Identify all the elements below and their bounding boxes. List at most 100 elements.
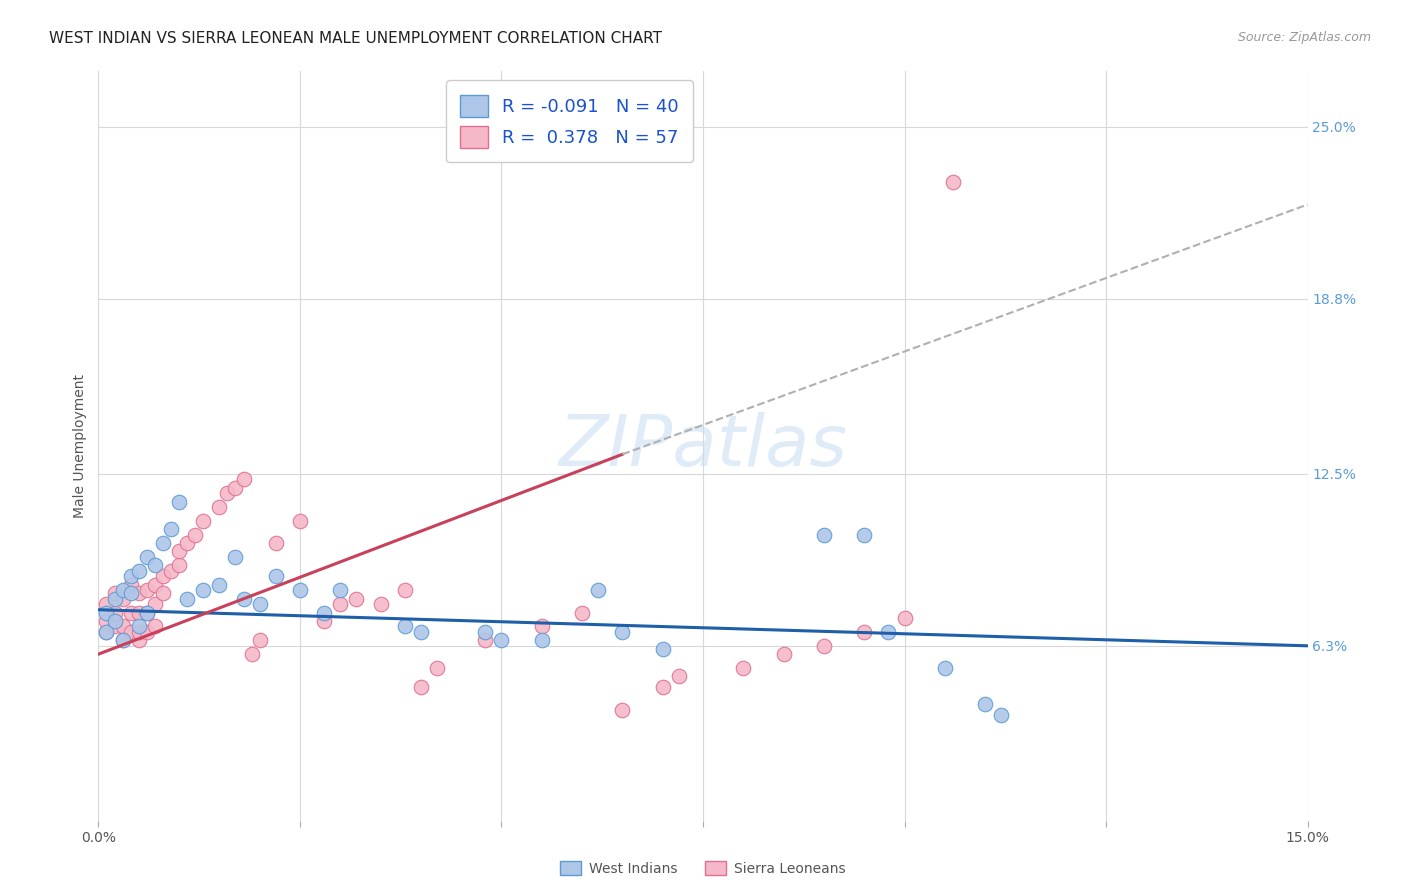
Point: [128, 564, 150, 578]
Point: [813, 639, 835, 653]
Point: [288, 514, 311, 528]
Point: [893, 611, 915, 625]
Point: [232, 472, 254, 486]
Point: [344, 591, 367, 606]
Point: [474, 624, 496, 639]
Point: [612, 703, 634, 717]
Point: [668, 669, 690, 683]
Point: [934, 661, 956, 675]
Point: [651, 681, 673, 695]
Point: [990, 708, 1012, 723]
Point: [167, 494, 190, 508]
Point: [103, 614, 125, 628]
Point: [143, 558, 166, 573]
Point: [152, 569, 174, 583]
Point: [288, 583, 311, 598]
Point: [264, 569, 287, 583]
Point: [167, 558, 190, 573]
Point: [128, 624, 150, 639]
Point: [264, 536, 287, 550]
Point: [120, 624, 142, 639]
Point: [111, 633, 134, 648]
Point: [103, 606, 125, 620]
Point: [474, 633, 496, 648]
Point: [772, 647, 794, 661]
Y-axis label: Male Unemployment: Male Unemployment: [73, 374, 87, 518]
Point: [152, 536, 174, 550]
Point: [128, 586, 150, 600]
Point: [111, 583, 134, 598]
Point: [184, 528, 207, 542]
Point: [612, 624, 634, 639]
Point: [103, 591, 125, 606]
Point: [409, 681, 432, 695]
Point: [128, 619, 150, 633]
Point: [224, 481, 246, 495]
Point: [96, 597, 118, 611]
Point: [176, 536, 198, 550]
Point: [877, 624, 900, 639]
Point: [128, 606, 150, 620]
Text: ZIPatlas: ZIPatlas: [558, 411, 848, 481]
Point: [152, 586, 174, 600]
Point: [111, 633, 134, 648]
Point: [491, 633, 513, 648]
Point: [571, 606, 593, 620]
Point: [160, 522, 183, 536]
Point: [96, 624, 118, 639]
Text: Source: ZipAtlas.com: Source: ZipAtlas.com: [1237, 31, 1371, 45]
Legend: West Indians, Sierra Leoneans: West Indians, Sierra Leoneans: [554, 855, 852, 881]
Point: [208, 578, 231, 592]
Point: [942, 175, 965, 189]
Point: [394, 583, 416, 598]
Point: [103, 586, 125, 600]
Point: [329, 583, 352, 598]
Point: [120, 569, 142, 583]
Point: [135, 624, 157, 639]
Point: [586, 583, 609, 598]
Point: [217, 486, 239, 500]
Point: [314, 614, 336, 628]
Point: [240, 647, 263, 661]
Point: [329, 597, 352, 611]
Point: [208, 500, 231, 514]
Point: [249, 633, 271, 648]
Point: [96, 614, 118, 628]
Point: [193, 514, 215, 528]
Point: [409, 624, 432, 639]
Point: [249, 597, 271, 611]
Point: [232, 591, 254, 606]
Point: [96, 606, 118, 620]
Point: [120, 586, 142, 600]
Point: [135, 606, 157, 620]
Point: [135, 606, 157, 620]
Point: [530, 619, 553, 633]
Point: [120, 606, 142, 620]
Point: [111, 591, 134, 606]
Point: [143, 619, 166, 633]
Point: [853, 624, 876, 639]
Point: [314, 606, 336, 620]
Point: [426, 661, 449, 675]
Point: [96, 624, 118, 639]
Text: WEST INDIAN VS SIERRA LEONEAN MALE UNEMPLOYMENT CORRELATION CHART: WEST INDIAN VS SIERRA LEONEAN MALE UNEMP…: [49, 31, 662, 46]
Point: [176, 591, 198, 606]
Point: [651, 641, 673, 656]
Point: [135, 549, 157, 564]
Point: [135, 583, 157, 598]
Point: [111, 619, 134, 633]
Point: [224, 549, 246, 564]
Point: [733, 661, 755, 675]
Point: [394, 619, 416, 633]
Point: [143, 597, 166, 611]
Point: [193, 583, 215, 598]
Point: [143, 578, 166, 592]
Point: [120, 578, 142, 592]
Point: [853, 528, 876, 542]
Point: [974, 697, 997, 711]
Point: [103, 619, 125, 633]
Point: [813, 528, 835, 542]
Point: [530, 633, 553, 648]
Point: [167, 544, 190, 558]
Point: [370, 597, 392, 611]
